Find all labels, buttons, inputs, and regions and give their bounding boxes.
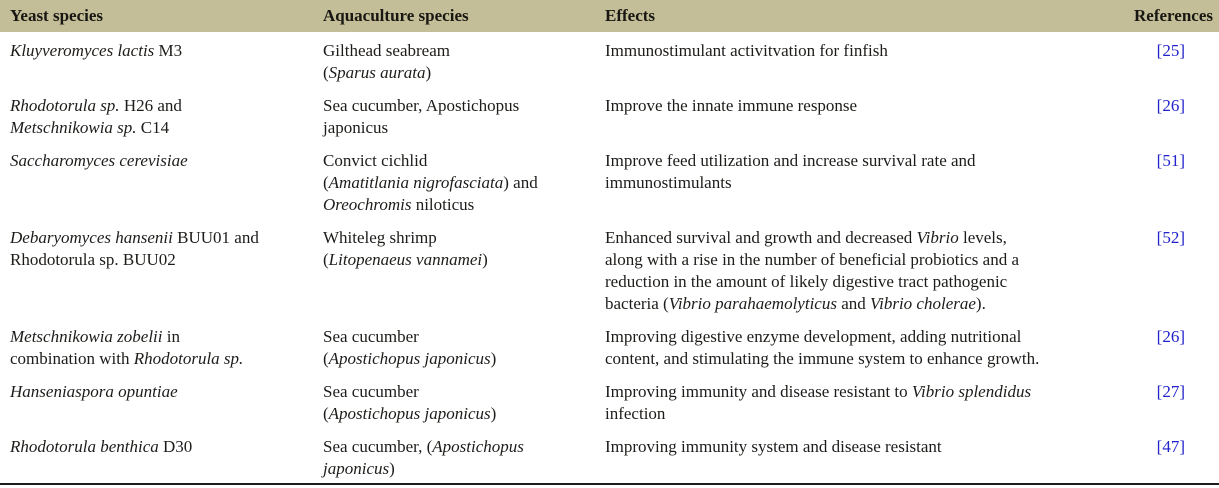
cell-reference: [51] (1085, 142, 1219, 219)
table-row: Saccharomyces cerevisiae Convict cichlid … (0, 142, 1219, 219)
reference-link[interactable]: [52] (1156, 228, 1185, 247)
cell-yeast-species: Rhodotorula sp. H26 and Metschnikowia sp… (10, 96, 182, 137)
cell-reference: [25] (1085, 32, 1219, 87)
cell-aquaculture-species: Sea cucumber, (Apostichopus japonicus) (323, 437, 524, 478)
cell-aquaculture-species: Sea cucumber (Apostichopus japonicus) (323, 382, 497, 423)
cell-effects: Improving immunity and disease resistant… (605, 382, 1032, 423)
cell-aquaculture-species: Sea cucumber (Apostichopus japonicus) (323, 327, 497, 368)
cell-reference: [52] (1085, 219, 1219, 318)
table-row: Kluyveromyces lactis M3 Gilthead seabream… (0, 32, 1219, 87)
cell-effects: Improve feed utilization and increase su… (605, 151, 976, 192)
reference-link[interactable]: [26] (1156, 327, 1185, 346)
reference-link[interactable]: [26] (1156, 96, 1185, 115)
cell-reference: [26] (1085, 318, 1219, 373)
col-header-references: References (1085, 0, 1219, 32)
cell-effects: Immunostimulant activitvation for finfis… (605, 41, 888, 60)
cell-reference: [26] (1085, 87, 1219, 142)
col-header-yeast-species: Yeast species (0, 0, 323, 32)
reference-link[interactable]: [27] (1156, 382, 1185, 401)
cell-reference: [47] (1085, 428, 1219, 484)
cell-aquaculture-species: Whiteleg shrimp (Litopenaeus vannamei) (323, 228, 488, 269)
cell-effects: Improving immunity system and disease re… (605, 437, 942, 456)
cell-effects: Improving digestive enzyme development, … (605, 327, 1040, 368)
reference-link[interactable]: [47] (1156, 437, 1185, 456)
cell-yeast-species: Kluyveromyces lactis M3 (10, 41, 183, 60)
cell-aquaculture-species: Convict cichlid (Amatitlania nigrofascia… (323, 151, 538, 214)
cell-yeast-species: Debaryomyces hansenii BUU01 and Rhodotor… (10, 228, 259, 269)
cell-aquaculture-species: Sea cucumber, Apostichopus japonicus (323, 96, 520, 137)
cell-effects: Enhanced survival and growth and decreas… (605, 228, 1020, 313)
cell-effects: Improve the innate immune response (605, 96, 858, 115)
col-header-aquaculture-species: Aquaculture species (323, 0, 605, 32)
cell-yeast-species: Rhodotorula benthica D30 (10, 437, 193, 456)
cell-yeast-species: Metschnikowia zobelii in combination wit… (10, 327, 244, 368)
table-row: Metschnikowia zobelii in combination wit… (0, 318, 1219, 373)
col-header-effects: Effects (605, 0, 1085, 32)
table-row: Hanseniaspora opuntiae Sea cucumber (Apos… (0, 373, 1219, 428)
cell-yeast-species: Hanseniaspora opuntiae (10, 382, 178, 401)
table-row: Rhodotorula sp. H26 and Metschnikowia sp… (0, 87, 1219, 142)
table-row: Rhodotorula benthica D30 Sea cucumber, (A… (0, 428, 1219, 484)
cell-reference: [27] (1085, 373, 1219, 428)
cell-aquaculture-species: Gilthead seabream (Sparus aurata) (323, 41, 450, 82)
cell-yeast-species: Saccharomyces cerevisiae (10, 151, 188, 170)
reference-link[interactable]: [25] (1156, 41, 1185, 60)
table-row: Debaryomyces hansenii BUU01 and Rhodotor… (0, 219, 1219, 318)
header-row: Yeast species Aquaculture species Effect… (0, 0, 1219, 32)
reference-link[interactable]: [51] (1156, 151, 1185, 170)
